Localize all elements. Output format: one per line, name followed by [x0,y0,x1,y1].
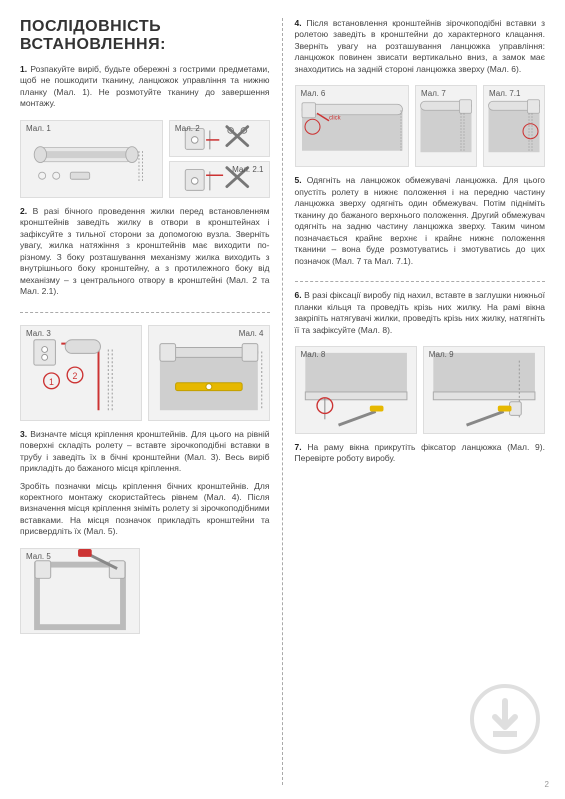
divider-right [295,281,546,282]
page-number: 2 [545,780,549,789]
step-2-body: В разі бічного проведення жилки перед вс… [20,206,270,296]
click-label: click [329,116,342,122]
step-2-text: 2. В разі бічного проведення жилки перед… [20,206,270,298]
step-4-text: 4. Після встановлення кронштейнів зірочк… [295,18,546,75]
watermark-icon [469,683,541,755]
figure-2-label: Мал. 2 [175,124,200,133]
figure-1-label: Мал. 1 [26,124,51,133]
step-3a-text: 3. Визначте місця кріплення кронштейнів.… [20,429,270,475]
figure-2: Мал. 2 [169,120,270,157]
step-3b-body: Зробіть позначки місць кріплення бічних … [20,481,270,537]
figure-8: Мал. 8 [295,346,417,434]
step-1-body: Розпакуйте виріб, будьте обережні з гост… [20,64,270,108]
step-3b-text: Зробіть позначки місць кріплення бічних … [20,481,270,538]
figure-3: Мал. 3 2 1 [20,325,142,421]
step-5-text: 5. Одягніть на ланцюжок обмежувачі ланцю… [295,175,546,267]
figure-6: Мал. 6 click [295,85,410,167]
figure-3-label: Мал. 3 [26,329,51,338]
callout-2-icon: 2 [73,371,78,381]
callout-1-icon: 1 [49,376,54,386]
step-4-body: Після встановлення кронштейнів зірочкопо… [295,18,546,74]
figure-7-1-label: Мал. 7.1 [489,89,520,98]
figure-2-1: Мал. 2.1 [169,161,270,198]
figure-5: Мал. 5 [20,548,140,634]
figure-7-1: Мал. 7.1 [483,85,545,167]
step-6-text: 6. В разі фіксації виробу під нахил, вст… [295,290,546,336]
figure-8-label: Мал. 8 [301,350,326,359]
figure-7-label: Мал. 7 [421,89,446,98]
figure-7: Мал. 7 [415,85,477,167]
step-5-body: Одягніть на ланцюжок обмежувачі ланцюжка… [295,175,546,265]
figure-4-label: Мал. 4 [239,329,264,338]
step-1-text: 1. Розпакуйте виріб, будьте обережні з г… [20,64,270,110]
figure-1: Мал. 1 [20,120,163,198]
figure-9-label: Мал. 9 [429,350,454,359]
figure-9: Мал. 9 [423,346,545,434]
figure-6-label: Мал. 6 [301,89,326,98]
step-7-text: 7. На раму вікна прикрутіть фіксатор лан… [295,442,546,465]
figure-5-label: Мал. 5 [26,552,51,561]
step-6-body: В разі фіксації виробу під нахил, вставт… [295,290,546,334]
figure-2-1-label: Мал. 2.1 [232,165,263,174]
page-title: ПОСЛІДОВНІСТЬ ВСТАНОВЛЕННЯ: [20,18,270,54]
step-3a-body: Визначте місця кріплення кронштейнів. Дл… [20,429,270,473]
figure-4: Мал. 4 [148,325,270,421]
step-7-body: На раму вікна прикрутіть фіксатор ланцюж… [295,442,545,463]
divider-left [20,312,270,313]
